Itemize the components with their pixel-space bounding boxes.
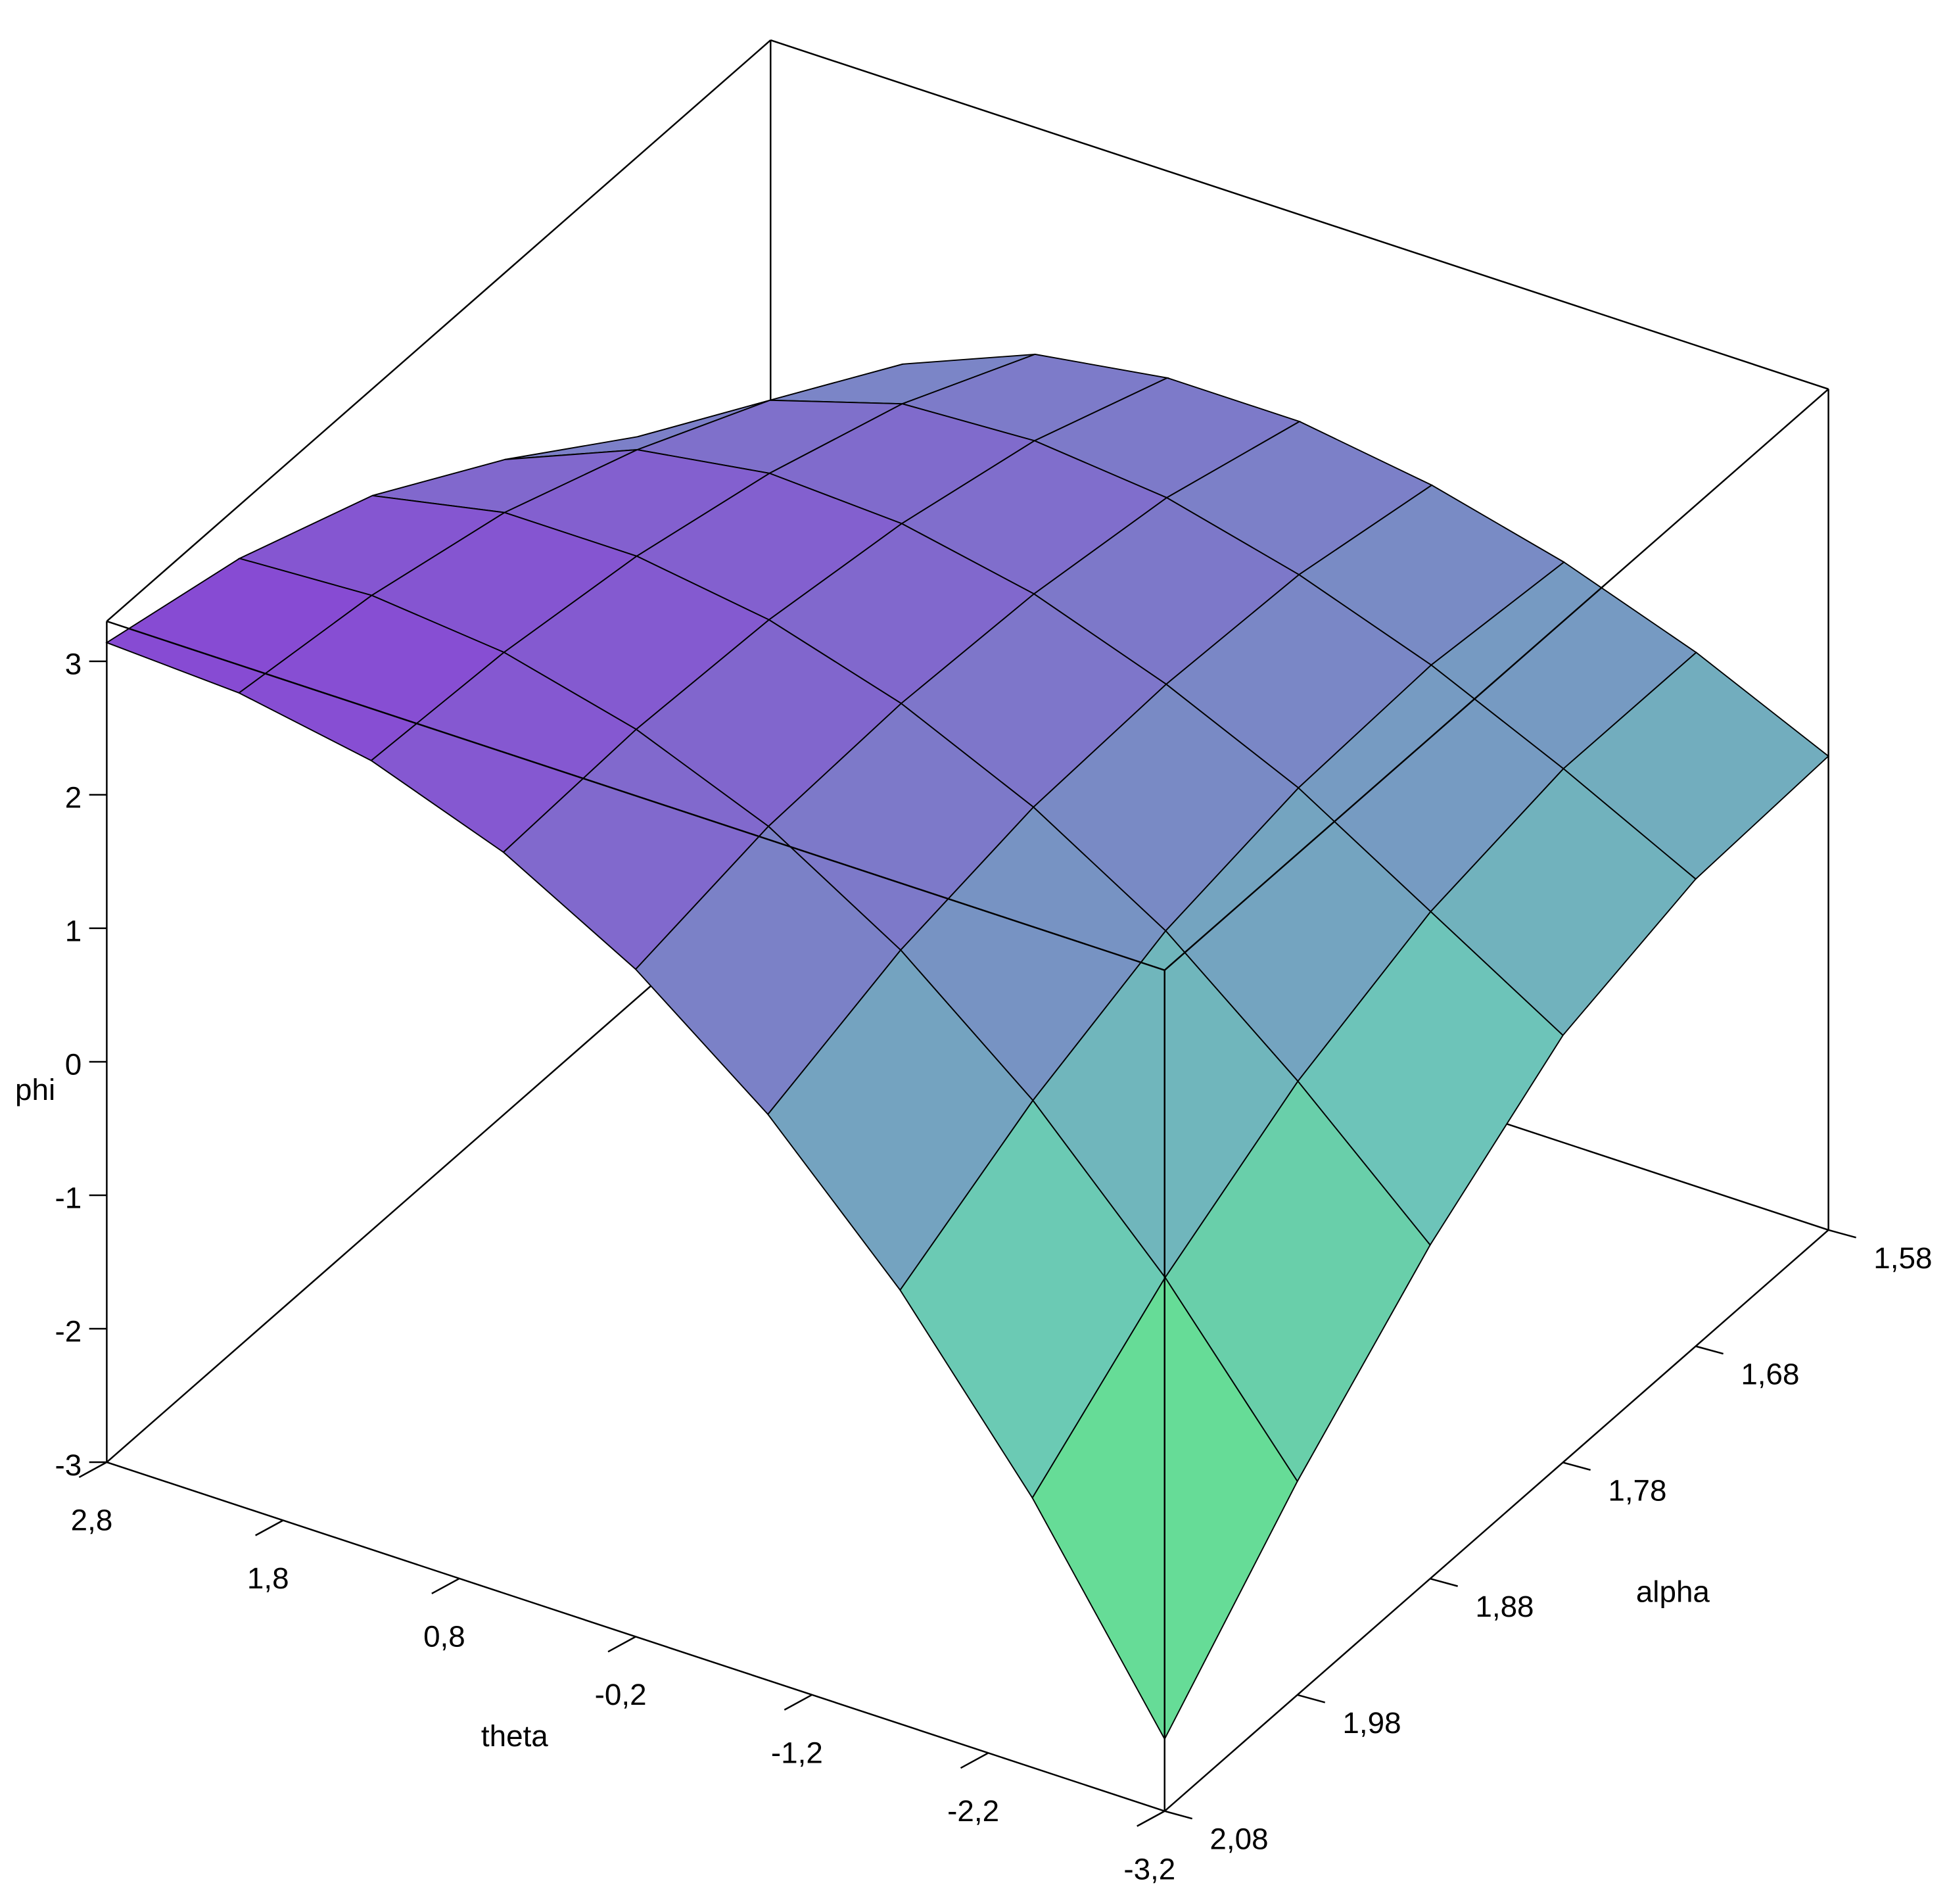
x-tick	[960, 1752, 989, 1769]
y-tick-label: 1,78	[1608, 1473, 1666, 1507]
x-tick-label: -3,2	[1123, 1852, 1175, 1886]
x-tick	[255, 1519, 284, 1536]
z-tick-label: -1	[55, 1181, 82, 1215]
box-edge	[106, 620, 1165, 971]
y-axis-label: alpha	[1636, 1575, 1710, 1609]
x-tick-label: 0,8	[423, 1620, 465, 1654]
x-tick-label: -0,2	[595, 1678, 647, 1711]
z-axis-label: phi	[15, 1073, 55, 1107]
box-edge	[1163, 388, 1829, 971]
x-tick	[607, 1636, 636, 1653]
y-tick	[1164, 1810, 1193, 1820]
x-tick	[78, 1461, 107, 1479]
box-edge	[1163, 1229, 1829, 1812]
z-tick-label: -2	[55, 1315, 82, 1348]
y-tick	[1562, 1462, 1591, 1471]
y-tick	[1297, 1694, 1326, 1703]
z-tick-label: 3	[65, 648, 82, 681]
axes: theta alpha phi 2,8 1,8 0,8 -0,2 -1,2 -2,2 -3,…	[15, 648, 1932, 1886]
y-tick-label: 2,08	[1209, 1822, 1268, 1856]
surface	[105, 353, 1830, 1741]
x-tick-label: 1,8	[247, 1561, 289, 1595]
x-tick-label: 2,8	[71, 1504, 113, 1537]
z-tick-label: 1	[65, 915, 82, 948]
box-edge	[770, 39, 1829, 390]
y-tick	[1828, 1229, 1856, 1239]
z-tick-label: 0	[65, 1048, 82, 1082]
x-axis-label: theta	[481, 1719, 548, 1753]
y-tick	[1430, 1577, 1458, 1587]
x-tick-label: -2,2	[947, 1794, 999, 1828]
y-tick-label: 1,88	[1475, 1590, 1534, 1623]
y-tick-label: 1,68	[1741, 1358, 1799, 1391]
x-tick-label: -1,2	[771, 1736, 823, 1770]
y-tick	[1695, 1345, 1724, 1355]
x-tick	[431, 1577, 460, 1594]
z-tick-label: 2	[65, 781, 82, 815]
x-tick	[784, 1694, 812, 1711]
y-tick-label: 1,98	[1342, 1706, 1401, 1740]
z-tick-label: -3	[55, 1448, 82, 1482]
box-edge	[106, 39, 772, 622]
x-tick	[1137, 1810, 1165, 1827]
y-tick-label: 1,58	[1873, 1241, 1932, 1275]
